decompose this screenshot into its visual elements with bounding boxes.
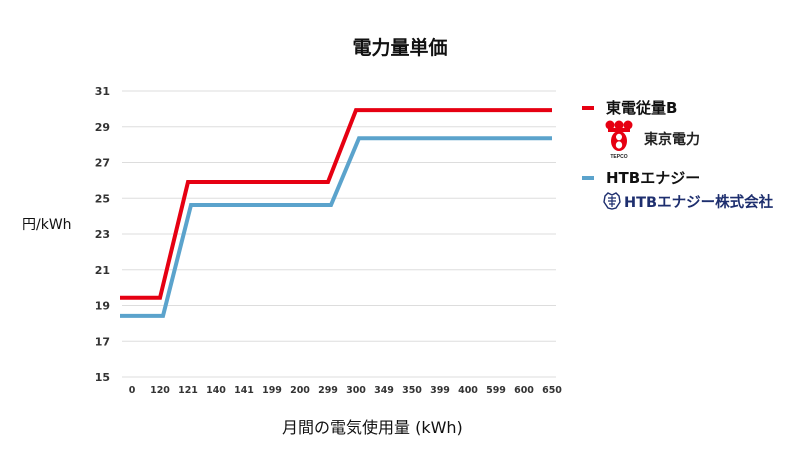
series-tepco-line	[120, 108, 552, 300]
x-tick-label: 599	[486, 385, 506, 396]
x-tick-label: 299	[318, 385, 338, 396]
gridlines	[122, 90, 556, 378]
y-tick-label: 17	[95, 335, 110, 348]
x-tick-label: 200	[290, 385, 310, 396]
y-tick-label: 21	[95, 264, 110, 277]
y-axis-label: 円/kWh	[22, 217, 72, 233]
x-tick-label: 120	[150, 385, 170, 396]
x-tick-label: 349	[374, 385, 394, 396]
x-tick-label: 350	[402, 385, 422, 396]
y-tick-label: 19	[95, 300, 110, 313]
legend-swatch-htb	[582, 176, 594, 180]
legend-label-htb: HTBエナジー	[606, 169, 701, 187]
legend-label-tepco: 東電従量B	[606, 99, 678, 117]
x-tick-label: 141	[234, 385, 254, 396]
x-tick-label: 600	[514, 385, 534, 396]
legend-item-tepco: 東電従量B	[578, 96, 793, 118]
y-tick-label: 23	[95, 228, 110, 241]
x-axis-label: 月間の電気使用量 (kWh)	[282, 418, 463, 437]
x-tick-label: 121	[178, 385, 198, 396]
legend-swatch-tepco	[582, 106, 594, 110]
y-tick-label: 31	[95, 85, 110, 98]
htb-brand-name: HTBエナジー株式会社	[624, 195, 774, 211]
legend: 東電従量B TEPCO 東京電力 HTBエナジー HTBエナジー株式会社	[578, 96, 793, 218]
x-tick-label: 0	[129, 385, 136, 396]
x-tick-label: 650	[542, 385, 562, 396]
x-tick-label: 400	[458, 385, 478, 396]
svg-text:TEPCO: TEPCO	[610, 154, 627, 160]
x-tick-label: 199	[262, 385, 282, 396]
legend-item-htb: HTBエナジー	[578, 166, 793, 188]
y-tick-label: 15	[95, 371, 110, 384]
y-tick-label: 27	[95, 157, 110, 170]
htb-crest-icon	[603, 192, 621, 210]
tepco-brand-name: 東京電力	[644, 132, 700, 148]
series-htb-line	[120, 136, 552, 318]
y-tick-label: 29	[95, 121, 110, 134]
x-tick-label: 140	[206, 385, 226, 396]
x-tick-label: 300	[346, 385, 366, 396]
htb-brand: HTBエナジー株式会社	[578, 188, 793, 218]
tepco-brand: TEPCO 東京電力	[578, 118, 793, 166]
chart-title: 電力量単価	[352, 37, 448, 59]
tepco-logo-icon: TEPCO	[605, 120, 633, 160]
x-axis-ticks: 0 120 121 140 141 199 200 299 300 349 350 399 400 599…	[129, 385, 563, 396]
y-tick-label: 25	[95, 192, 110, 205]
y-axis-ticks: 15 17 19 21 23 25 27 29 31	[95, 85, 110, 384]
x-tick-label: 399	[430, 385, 450, 396]
